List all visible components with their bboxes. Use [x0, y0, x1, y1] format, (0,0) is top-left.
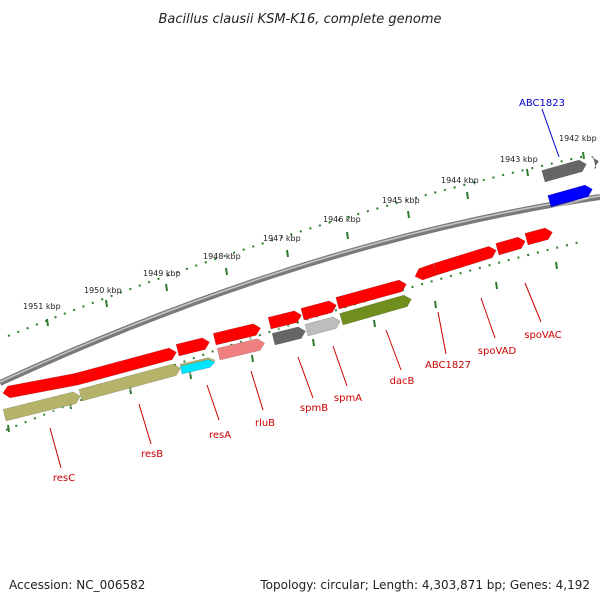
leader-line	[250, 370, 264, 411]
ruler-inner-tick	[495, 281, 498, 290]
gene-label: spmA	[334, 393, 362, 404]
ruler-tick-label: 1944 kbp	[441, 176, 479, 185]
ruler-inner-tick	[555, 261, 558, 270]
cds-box	[2, 391, 81, 424]
gene-arrow	[175, 337, 210, 359]
ruler-tick-label: 1942 kbp	[559, 134, 597, 143]
gene-label: resC	[53, 473, 75, 484]
ruler-major-tick	[286, 249, 289, 258]
chromosome-backbone	[0, 194, 600, 386]
ruler-inner-tick	[373, 319, 376, 328]
gene-arrow	[300, 300, 337, 323]
gene-label: ABC1823	[519, 98, 565, 109]
leader-line	[206, 384, 220, 421]
ruler-tick-label: 1948 kbp	[203, 252, 241, 261]
ruler-tick-label: 1943 kbp	[500, 155, 538, 164]
ruler-major-tick	[225, 267, 228, 276]
leader-line	[437, 311, 447, 355]
ruler-tick-label: 1950 kbp	[84, 286, 122, 295]
cds-box	[547, 184, 593, 210]
ruler-major-tick	[466, 191, 469, 200]
leader-line	[385, 329, 402, 371]
ruler-tick-label: 1947 kbp	[263, 234, 301, 243]
label-leader-lines	[49, 108, 560, 469]
ruler-major-tick	[526, 168, 529, 177]
cds-box	[179, 359, 216, 377]
ruler-inner-tick	[434, 300, 437, 309]
ruler-tick-label: 1946 kbp	[323, 215, 361, 224]
leader-line	[49, 427, 62, 469]
gene-arrow	[335, 279, 407, 312]
ruler-major-tick	[46, 318, 49, 327]
ruler-major-tick	[165, 283, 168, 292]
gene-label: spmB	[300, 403, 328, 414]
chromosome-backbone-highlight	[0, 195, 600, 383]
cds-box	[541, 159, 587, 185]
ruler-major-tick	[105, 299, 108, 308]
gene-arrow	[433, 246, 497, 278]
gene-arrow	[495, 236, 526, 258]
ruler-major-ticks	[7, 151, 585, 433]
ruler-tick-label: 1951 kbp	[23, 302, 61, 311]
ruler-inner-tick	[7, 424, 10, 433]
ruler-inner-tick	[129, 386, 132, 395]
ruler-tick-labels: 1951 kbp 1950 kbp 1949 kbp 1948 kbp 1947 kbp…	[23, 134, 597, 311]
gene-label: dacB	[390, 376, 415, 387]
ruler-major-tick	[346, 231, 349, 240]
leader-line	[524, 282, 542, 323]
gene-label: resB	[141, 449, 163, 460]
leader-line	[138, 403, 152, 445]
leader-line	[332, 345, 348, 387]
map-title: Bacillus clausii KSM-K16, complete genom…	[158, 12, 441, 27]
gene-label: rluB	[255, 418, 275, 429]
ruler-major-tick	[582, 151, 585, 160]
gene-arrow	[2, 372, 79, 401]
cds-box	[216, 338, 265, 363]
ruler-inner-tick	[251, 354, 254, 363]
ruler-tick-label: 1949 kbp	[143, 269, 181, 278]
gene-label: ABC1827	[425, 360, 471, 371]
gene-features	[2, 156, 599, 424]
cds-box	[304, 316, 341, 339]
leader-line	[480, 297, 496, 339]
accession-text: Accession: NC_006582	[9, 578, 146, 592]
ruler-inner-tick	[189, 371, 192, 380]
ruler-inner-tick	[312, 338, 315, 347]
leader-line	[541, 108, 560, 158]
cds-box	[271, 326, 306, 348]
gene-arrow	[74, 347, 177, 388]
cds-box	[590, 156, 599, 171]
leader-line	[297, 356, 314, 399]
gene-arrow	[212, 323, 261, 348]
cds-box	[339, 294, 412, 328]
gene-arrow	[414, 263, 438, 283]
gene-arrow	[524, 227, 553, 248]
topology-text: Topology: circular; Length: 4,303,871 bp…	[260, 578, 590, 592]
gene-label: spoVAC	[524, 330, 562, 341]
ruler-major-tick	[407, 210, 410, 219]
gene-label: spoVAD	[478, 346, 517, 357]
cds-box	[78, 363, 181, 404]
gene-arrow	[267, 310, 302, 332]
ruler-tick-label: 1945 kbp	[382, 196, 420, 205]
gene-label: resA	[209, 430, 231, 441]
gene-labels: resC resB resA rluB spmB spmA dacB ABC1827 spoVA…	[53, 98, 565, 484]
